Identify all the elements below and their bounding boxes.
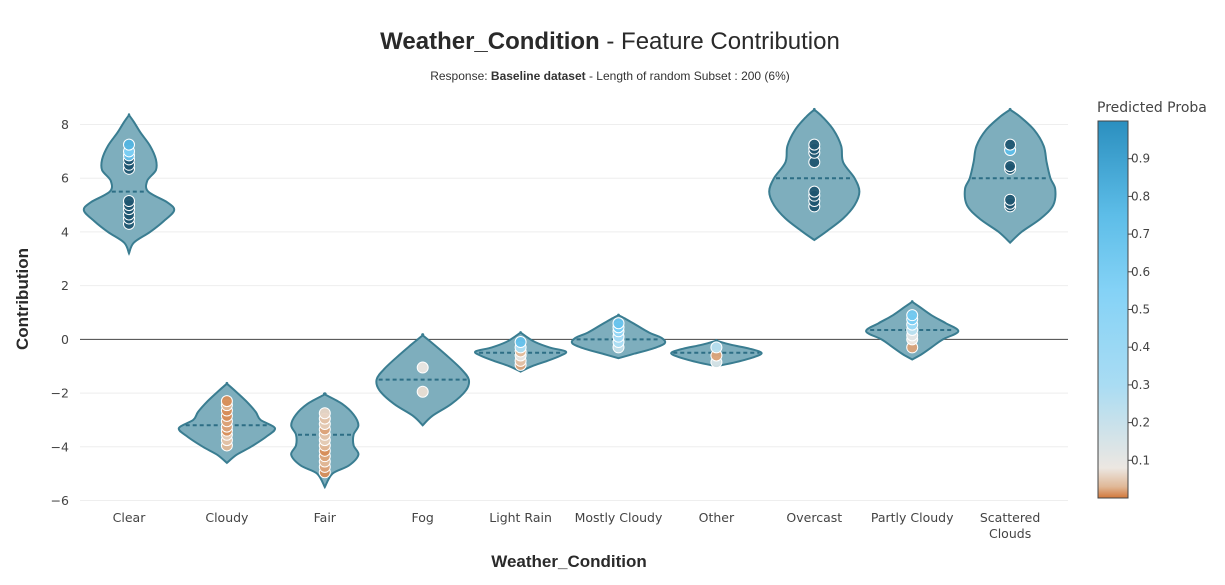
data-point: [710, 341, 723, 354]
colorbar-tick-label: 0.5: [1131, 303, 1150, 317]
data-point: [1004, 193, 1017, 206]
data-point: [123, 195, 135, 208]
chart-title-bold: Weather_Condition: [380, 28, 600, 55]
x-tick-label: Other: [699, 510, 735, 525]
colorbar-ticks: 0.1 0.2 0.3 0.4 0.5 0.6 0.7 0.8 0.9: [1128, 152, 1150, 467]
colorbar-tick-label: 0.1: [1131, 453, 1150, 467]
x-tick-label-line: Cloudy: [205, 510, 249, 525]
x-tick-label-line: Mostly Cloudy: [575, 510, 663, 525]
chart-subtitle: Response: Baseline dataset - Length of r…: [430, 69, 790, 83]
x-tick-label-line: Clear: [113, 510, 147, 525]
violin-group: [177, 381, 277, 465]
x-tick-label: Scattered Clouds: [980, 510, 1040, 541]
x-tick-label-line: Scattered: [980, 510, 1040, 525]
x-tick-label-line: Fog: [412, 510, 434, 525]
violin-body: [768, 107, 861, 242]
x-tick-label: Clear: [113, 510, 147, 525]
y-tick-label: 8: [61, 117, 69, 132]
chart-title-rest: - Feature Contribution: [600, 28, 840, 55]
violin-group: [290, 392, 360, 490]
data-point: [220, 395, 233, 408]
violin-body: [963, 107, 1057, 245]
x-tick-label-line: Light Rain: [489, 510, 552, 525]
data-point: [123, 138, 135, 151]
x-tick-label-line: Fair: [314, 510, 337, 525]
chart-title: Weather_Condition - Feature Contribution: [380, 28, 840, 55]
y-tick-label: −2: [51, 386, 69, 401]
colorbar-tick-label: 0.8: [1131, 189, 1150, 203]
y-tick-label: −4: [51, 439, 69, 454]
data-point: [612, 317, 625, 330]
violin-group: [570, 313, 667, 360]
x-axis-title: Weather_Condition: [491, 552, 647, 571]
x-tick-label-line: Clouds: [989, 526, 1031, 541]
y-tick-labels: −6 −4 −2 0 2 4 6 8: [51, 117, 69, 508]
violin-group: [82, 113, 176, 256]
colorbar-tick-label: 0.3: [1131, 378, 1150, 392]
violin-group: [865, 300, 960, 361]
violin-group: [375, 333, 471, 427]
violin-group: [768, 107, 861, 242]
colorbar: [1097, 120, 1129, 499]
data-point: [1004, 138, 1017, 151]
x-tick-label: Light Rain: [489, 510, 552, 525]
violin-series: [82, 107, 1057, 490]
subtitle-dataset: Baseline dataset: [491, 69, 586, 83]
violin-group: [963, 107, 1057, 245]
subtitle-rest: - Length of random Subset : 200 (6%): [586, 69, 790, 83]
y-tick-label: 2: [61, 278, 69, 293]
x-tick-labels: Clear Cloudy Fair Fog Light Rain Mostly Cloud…: [113, 510, 1041, 541]
colorbar-tick-label: 0.9: [1131, 152, 1150, 166]
y-axis-title: Contribution: [13, 248, 32, 350]
colorbar-tick-label: 0.2: [1131, 416, 1150, 430]
x-tick-label-line: Partly Cloudy: [871, 510, 954, 525]
x-tick-label: Overcast: [786, 510, 842, 525]
colorbar-tick-label: 0.6: [1131, 265, 1150, 279]
data-point: [318, 407, 331, 420]
data-point: [906, 309, 919, 322]
data-point: [808, 185, 821, 198]
x-tick-label: Fair: [314, 510, 337, 525]
y-tick-label: 0: [61, 332, 69, 347]
x-tick-label: Partly Cloudy: [871, 510, 954, 525]
colorbar-tick-label: 0.4: [1131, 340, 1150, 354]
x-tick-label: Fog: [412, 510, 434, 525]
subtitle-prefix: Response:: [430, 69, 491, 83]
data-point: [514, 336, 527, 349]
x-tick-label: Mostly Cloudy: [575, 510, 663, 525]
x-tick-label-line: Overcast: [786, 510, 842, 525]
violin-group: [670, 339, 763, 369]
x-tick-label-line: Other: [699, 510, 735, 525]
y-tick-label: 6: [61, 171, 69, 186]
colorbar-title: Predicted Proba: [1097, 100, 1207, 116]
data-point: [808, 138, 821, 151]
violin-body: [82, 113, 176, 256]
data-point: [416, 361, 429, 374]
x-tick-label: Cloudy: [205, 510, 249, 525]
y-tick-label: 4: [61, 224, 69, 239]
violin-group: [474, 331, 568, 373]
colorbar-tick-label: 0.7: [1131, 227, 1150, 241]
data-point: [1004, 160, 1017, 173]
data-point: [416, 385, 429, 398]
y-tick-label: −6: [51, 493, 69, 508]
